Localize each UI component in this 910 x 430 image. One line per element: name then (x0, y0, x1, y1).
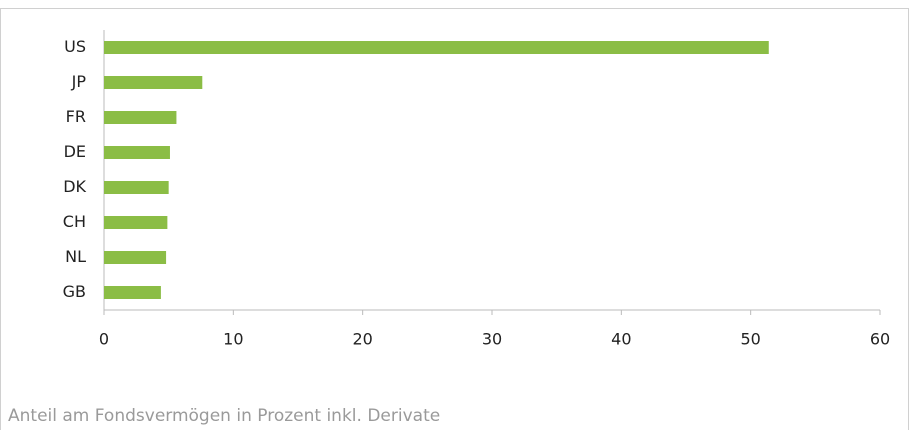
bar (104, 146, 170, 159)
bar (104, 286, 161, 299)
x-tick-label: 10 (223, 330, 243, 349)
x-tick-label: 0 (99, 330, 109, 349)
bar (104, 76, 203, 89)
bar (104, 181, 169, 194)
x-tick-label: 60 (870, 330, 890, 349)
bar (104, 216, 168, 229)
y-tick-label: NL (65, 247, 86, 266)
x-tick-label: 20 (352, 330, 372, 349)
y-tick-label: JP (71, 72, 87, 91)
x-tick-label: 40 (611, 330, 631, 349)
x-tick-label: 30 (482, 330, 502, 349)
bar (104, 251, 167, 264)
y-tick-label: FR (66, 107, 86, 126)
y-tick-label: GB (63, 282, 86, 301)
frame (0, 8, 909, 430)
y-tick-label: US (64, 37, 86, 56)
footnote: Anteil am Fondsvermögen in Prozent inkl.… (8, 406, 440, 426)
x-tick-label: 50 (740, 330, 760, 349)
y-tick-label: DK (63, 177, 86, 196)
bar (104, 111, 177, 124)
bar (104, 41, 769, 54)
y-tick-label: CH (63, 212, 86, 231)
y-tick-label: DE (64, 142, 86, 161)
